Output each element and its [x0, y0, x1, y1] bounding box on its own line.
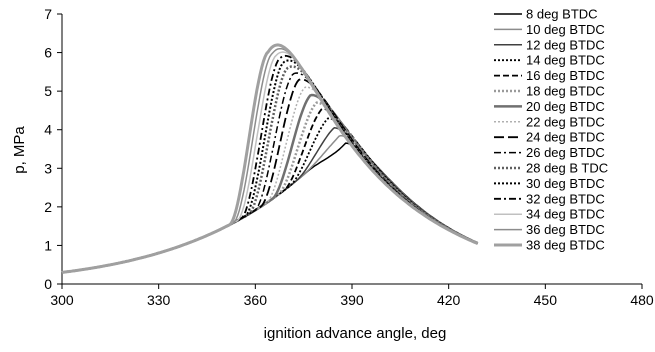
- series-line-9: [61, 72, 479, 274]
- series-lines-group: [61, 43, 479, 274]
- series-line-3: [61, 117, 479, 274]
- x-axis-label: ignition advance angle, deg: [264, 325, 447, 342]
- legend-label-6: 20 deg BTDC: [526, 99, 605, 114]
- y-tick-label: 6: [44, 45, 52, 61]
- series-line-15: [61, 43, 479, 274]
- x-tick-label: 420: [437, 292, 461, 308]
- legend-label-13: 34 deg BTDC: [526, 207, 605, 222]
- x-tick-label: 480: [630, 292, 654, 308]
- legend-label-14: 36 deg BTDC: [526, 222, 605, 237]
- y-tick-label: 3: [44, 160, 52, 176]
- legend-label-8: 24 deg BTDC: [526, 130, 605, 145]
- y-tick-label: 4: [44, 122, 52, 138]
- y-tick-label: 1: [44, 237, 52, 253]
- legend-label-15: 38 deg BTDC: [526, 238, 605, 253]
- y-tick-label: 0: [44, 276, 52, 292]
- series-line-10: [61, 65, 479, 274]
- y-tick-label: 2: [44, 199, 52, 215]
- x-tick-label: 360: [244, 292, 268, 308]
- legend-label-12: 32 deg BTDC: [526, 191, 605, 206]
- x-tick-label: 330: [147, 292, 171, 308]
- legend-label-11: 30 deg BTDC: [526, 176, 605, 191]
- legend-label-1: 10 deg BTDC: [526, 22, 605, 37]
- series-line-1: [61, 134, 479, 274]
- legend-label-9: 26 deg BTDC: [526, 145, 605, 160]
- y-axis-label: p, MPa: [11, 126, 28, 174]
- series-line-12: [61, 54, 479, 274]
- x-tick-label: 390: [340, 292, 364, 308]
- legend-label-5: 18 deg BTDC: [526, 84, 605, 99]
- legend-label-7: 22 deg BTDC: [526, 114, 605, 129]
- x-tick-label: 300: [50, 292, 74, 308]
- legend-label-4: 16 deg BTDC: [526, 68, 605, 83]
- x-tick-label: 450: [534, 292, 558, 308]
- legend-label-0: 8 deg BTDC: [526, 7, 598, 22]
- legend-label-2: 12 deg BTDC: [526, 37, 605, 52]
- axes-group: 300 330 360 390 420 450 480 0 1 2 3 4 5 6 7: [44, 6, 654, 308]
- y-tick-label: 7: [44, 6, 52, 22]
- series-line-6: [61, 93, 479, 274]
- legend-label-3: 14 deg BTDC: [526, 53, 605, 68]
- legend-label-10: 28 deg B TDC: [526, 161, 608, 176]
- y-tick-label: 5: [44, 83, 52, 99]
